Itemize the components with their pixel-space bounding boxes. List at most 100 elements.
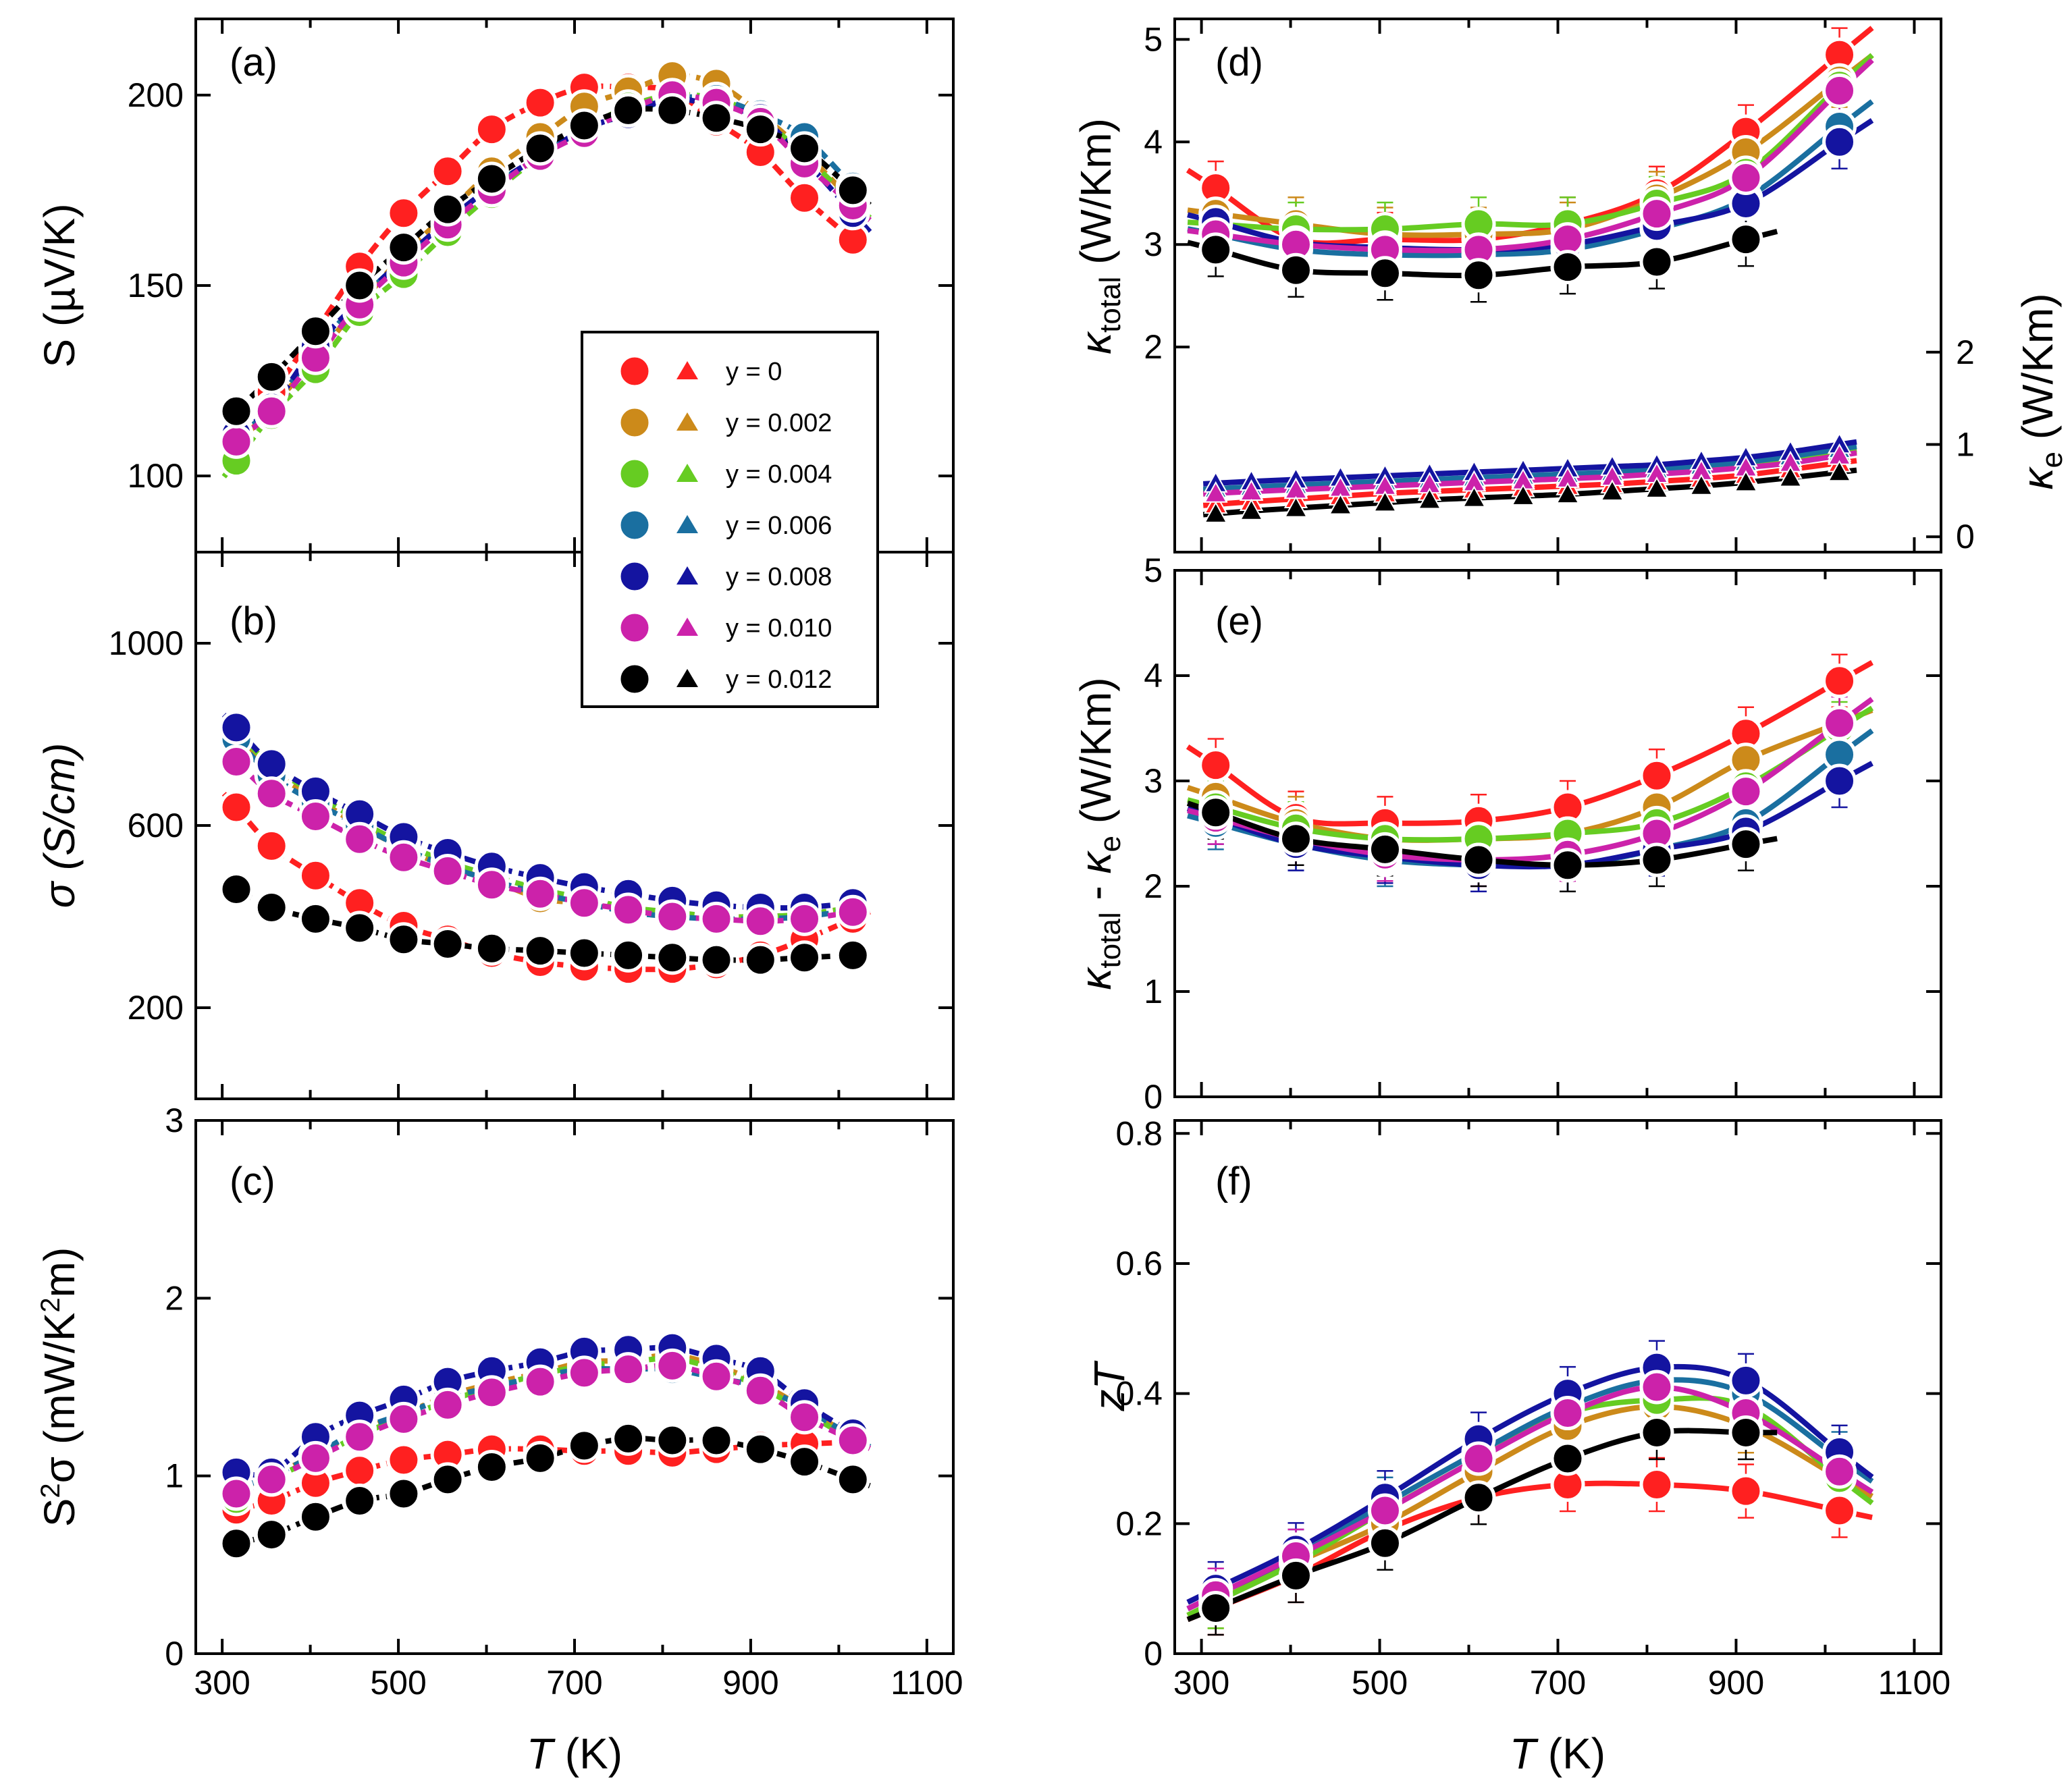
panel-a-point (835, 173, 870, 208)
legend-circle (617, 508, 652, 543)
panel-d-triangle-point (1645, 477, 1669, 498)
legend-triangle (676, 412, 698, 431)
panel-b-point (787, 940, 822, 975)
panel-e-ylabel-unit: (W/Km) (1071, 677, 1120, 836)
panel-a-point (386, 230, 421, 265)
panel-c-point (699, 1359, 734, 1394)
panel-b-point (611, 938, 646, 973)
panel-d-point (1728, 160, 1763, 195)
panel-b-point (835, 894, 870, 929)
panel-d-ylabel-kappa: κ (1071, 331, 1120, 354)
panel-a-point (523, 131, 558, 166)
panel-e-ylabel-k2: κ (1071, 850, 1120, 874)
legend-triangle (676, 669, 698, 687)
markers-layer (219, 37, 1857, 1626)
panel-d-point (1822, 73, 1857, 108)
panel-a-point (787, 131, 822, 166)
panel-d-ylabel-right-kappa: κ (2013, 466, 2062, 490)
panel-c-xtick-label: 300 (194, 1664, 250, 1702)
legend-circle (617, 610, 652, 645)
panel-a-ytick-label: 200 (128, 76, 184, 114)
panel-c-point (298, 1440, 333, 1475)
panel-b-point (342, 821, 377, 857)
panel-a-point (386, 196, 421, 231)
panel-f-point (1822, 1454, 1857, 1489)
legend-circle (617, 405, 652, 440)
panel-c-point (787, 1444, 822, 1480)
panel-a-point (254, 359, 289, 394)
legend-triangle (676, 515, 698, 533)
panel-a-point (430, 154, 465, 189)
panel-b-ytick-label: 200 (128, 989, 184, 1027)
panel-d-ytick-right-label: 2 (1956, 333, 1975, 371)
panel-d-ytick-label: 5 (1144, 20, 1163, 58)
panel-e-ytick-label: 3 (1144, 762, 1163, 800)
panel-b-point (298, 901, 333, 936)
panel-a-point (655, 92, 690, 128)
legend-triangle (676, 618, 698, 636)
panel-f-curve (1186, 1384, 1874, 1612)
panel-c-ylabel-sup2: 2 (36, 1297, 65, 1312)
legend-label: y = 0.004 (726, 460, 832, 489)
panel-c-point (655, 1348, 690, 1383)
legend-circle (617, 456, 652, 491)
panel-f-xtick-label: 300 (1173, 1664, 1229, 1702)
panel-a-point (474, 112, 509, 147)
panel-f-point (1728, 1473, 1763, 1509)
panel-b-point (474, 931, 509, 966)
panel-f-point (1728, 1415, 1763, 1450)
panel-b-point (219, 872, 254, 906)
panel-a-point (430, 192, 465, 227)
panel-c-ytick-label: 3 (165, 1102, 184, 1139)
panel-d-curve (1187, 53, 1874, 233)
panel-f-point (1198, 1591, 1233, 1626)
panel-d-triangle-point (1373, 490, 1398, 512)
panel-e-curve (1186, 660, 1874, 827)
panel-f-point (1278, 1558, 1313, 1593)
panel-b-point (219, 790, 254, 825)
panel-d-triangle-point (1462, 485, 1487, 508)
panel-e-ytick-label: 2 (1144, 867, 1163, 905)
panel-e-curve (1186, 761, 1874, 870)
panel-d-triangle-point (1417, 487, 1442, 510)
panel-d-point (1198, 232, 1233, 267)
panel-c-point (474, 1375, 509, 1410)
panel-d-point (1728, 222, 1763, 257)
panel-f-point (1461, 1441, 1496, 1476)
panel-d-point (1461, 258, 1496, 293)
panel-a-point (474, 161, 509, 196)
panel-b-point (743, 942, 778, 977)
panel-b-point (835, 938, 870, 973)
panel-c-ylabel-mid: σ (mW/K (35, 1313, 84, 1484)
panel-a-point (219, 424, 254, 459)
panel-e-point (1728, 827, 1763, 862)
x-axis-label-left: T (K) (527, 1729, 622, 1778)
panel-d-label: (d) (1215, 40, 1263, 84)
panel-e-point (1461, 842, 1496, 877)
panel-e-ytick-label: 4 (1144, 657, 1163, 695)
panel-d-triangle-point (1734, 470, 1758, 492)
panel-c-xtick-label: 900 (722, 1664, 778, 1702)
panel-c-ylabel-end: m) (35, 1247, 84, 1298)
panel-c-ylabel-sup: 2 (36, 1483, 65, 1498)
panel-c-point (655, 1423, 690, 1458)
legend-triangle (676, 464, 698, 482)
x-axis-var-right: T (1510, 1729, 1539, 1778)
legend-circle (617, 559, 652, 594)
panel-c-point (430, 1462, 465, 1497)
panel-d-ytick-right-label: 0 (1956, 518, 1975, 555)
panel-e-point (1278, 821, 1313, 857)
legend-circle (617, 661, 652, 697)
panel-c-ylabel: S2σ (mW/K2m) (35, 1247, 84, 1527)
panel-f-point (1367, 1525, 1402, 1561)
panel-d-triangle-point (1204, 501, 1228, 523)
panel-d-triangle-point (1239, 498, 1264, 520)
panel-f-xtick-label: 500 (1352, 1664, 1408, 1702)
panel-c-ylabel-pre: S (35, 1498, 84, 1527)
panel-b-point (298, 858, 333, 893)
panel-c-ytick-label: 2 (165, 1279, 184, 1317)
panel-a-ytick-label: 100 (128, 457, 184, 495)
panel-b-point (430, 927, 465, 961)
panel-e-point (1822, 663, 1857, 699)
panel-d-triangle-point (1328, 493, 1353, 515)
